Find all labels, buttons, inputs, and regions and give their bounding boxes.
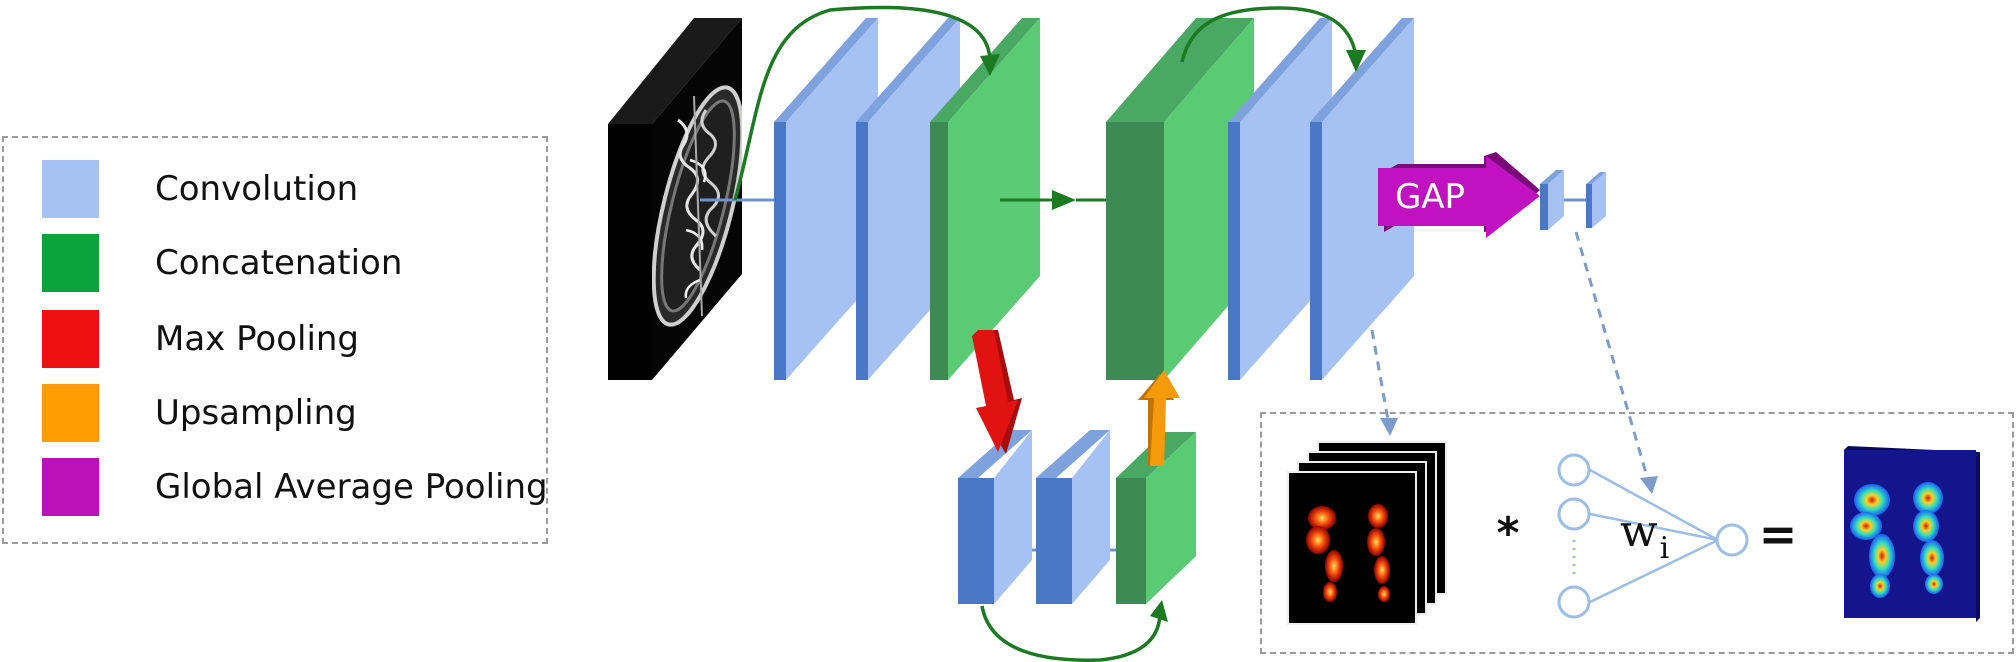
- input-neuron: [1557, 585, 1591, 619]
- input-neuron: [1557, 497, 1591, 531]
- skip-arrowhead: [1150, 600, 1168, 622]
- fc-output-block: [1586, 172, 1606, 228]
- max-pooling-swatch: [42, 310, 99, 368]
- concat-block-2: [1106, 18, 1254, 380]
- conv-block-3: [1228, 18, 1332, 380]
- concat-link-arrow: [1000, 190, 1106, 210]
- conv-block-1: [774, 18, 878, 380]
- legend-label: Concatenation: [155, 243, 403, 283]
- skip-arrowhead: [980, 54, 1000, 76]
- concatenation-swatch: [42, 234, 99, 292]
- legend: Convolution Concatenation Max Pooling Up…: [2, 136, 548, 544]
- conv-block-4: [1310, 18, 1414, 380]
- feature-map-stack: [1287, 441, 1447, 625]
- dashed-link-feature-maps: [1370, 329, 1390, 421]
- dashed-link-weights: [1574, 231, 1650, 481]
- input-mri-block: [608, 18, 742, 380]
- gap-output-block: [1540, 170, 1564, 230]
- feature-map-heat-blobs: [1306, 504, 1390, 602]
- convolution-swatch: [42, 160, 99, 218]
- concat-block-1: [930, 18, 1040, 380]
- class-activation-map: [1844, 446, 1980, 622]
- global-average-pooling-swatch: [42, 458, 99, 516]
- gap-label: GAP: [1395, 177, 1465, 217]
- weight-subscript: i: [1660, 531, 1670, 566]
- input-neuron: [1557, 453, 1591, 487]
- cam-heat-blobs: [1850, 482, 1944, 598]
- dashed-link-arrowhead: [1380, 418, 1398, 436]
- weight-edge: [1589, 512, 1719, 542]
- legend-item-concatenation: Concatenation: [42, 234, 402, 292]
- legend-label: Global Average Pooling: [155, 467, 548, 507]
- bottom-conv-block-1: [958, 430, 1032, 604]
- multiply-symbol: *: [1496, 508, 1519, 559]
- weight-label: wi: [1620, 506, 1669, 566]
- legend-label: Max Pooling: [155, 319, 360, 359]
- mri-brain-image: [652, 85, 742, 327]
- max-pooling-arrow: [972, 330, 1022, 454]
- skip-arrow-bottom: [980, 605, 1162, 662]
- dashed-link-arrowhead: [1640, 476, 1658, 494]
- weight-symbol: w: [1620, 506, 1658, 557]
- skip-arrowhead: [1346, 50, 1366, 72]
- legend-item-global-average-pooling: Global Average Pooling: [42, 458, 548, 516]
- gap-arrow: GAP: [1378, 152, 1540, 238]
- weight-edge: [1589, 468, 1719, 542]
- legend-item-upsampling: Upsampling: [42, 384, 357, 442]
- equals-symbol: =: [1759, 507, 1798, 561]
- output-neuron: [1715, 523, 1749, 557]
- legend-label: Convolution: [155, 169, 359, 209]
- skip-arrow-top-2: [1180, 6, 1358, 63]
- upsampling-swatch: [42, 384, 99, 442]
- weight-network: wi: [1557, 453, 1749, 619]
- weight-edge: [1589, 538, 1719, 604]
- legend-item-convolution: Convolution: [42, 160, 358, 218]
- upsampling-arrow: [1138, 370, 1180, 466]
- bottom-concat-block: [1116, 432, 1196, 604]
- bottom-conv-block-2: [1036, 430, 1110, 604]
- skip-arrow-top-1: [733, 5, 992, 201]
- legend-item-max-pooling: Max Pooling: [42, 310, 359, 368]
- legend-label: Upsampling: [155, 393, 357, 433]
- class-activation-map-box: [1260, 412, 2014, 654]
